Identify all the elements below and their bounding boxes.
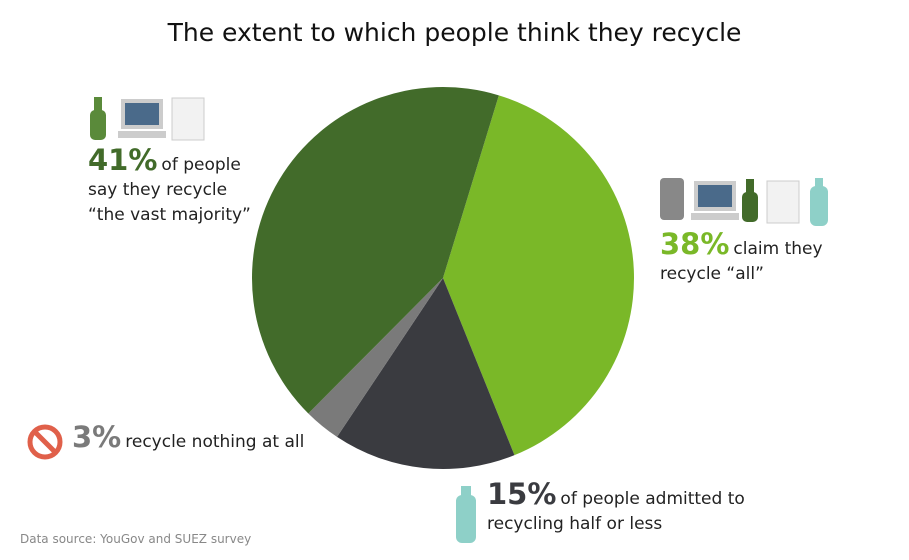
slice-label: 38% claim they recycle “all”: [660, 230, 880, 287]
value-label: 41%: [88, 143, 158, 177]
value-label: 15%: [487, 477, 557, 511]
source-note: Data source: YouGov and SUEZ survey: [20, 532, 252, 546]
label-description: recycle nothing at all: [125, 432, 305, 452]
label-description: of people admitted to recycling half or …: [487, 489, 745, 534]
slice-label: 15% of people admitted to recycling half …: [487, 480, 777, 537]
icons-38: [660, 178, 828, 226]
pie-slice: [308, 278, 443, 437]
pie-slice: [443, 95, 635, 456]
pie-slice: [337, 278, 515, 470]
label-description: claim they recycle “all”: [660, 239, 823, 284]
value-label: 38%: [660, 227, 730, 261]
pie-slice: [252, 87, 499, 414]
value-label: 3%: [72, 420, 122, 454]
icon-15: [456, 486, 476, 543]
chart-title: The extent to which people think they re…: [167, 18, 742, 47]
icons-41: [90, 97, 205, 141]
slice-label: 3% recycle nothing at all: [72, 423, 352, 455]
slice-label: 41% of people say they recycle “the vast …: [88, 146, 268, 228]
icon-3: [27, 424, 63, 460]
label-description: of people say they recycle “the vast maj…: [88, 155, 251, 225]
